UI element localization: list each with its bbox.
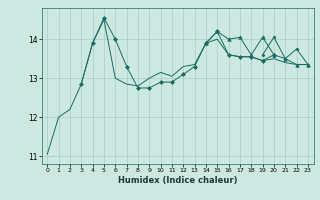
X-axis label: Humidex (Indice chaleur): Humidex (Indice chaleur) xyxy=(118,176,237,185)
